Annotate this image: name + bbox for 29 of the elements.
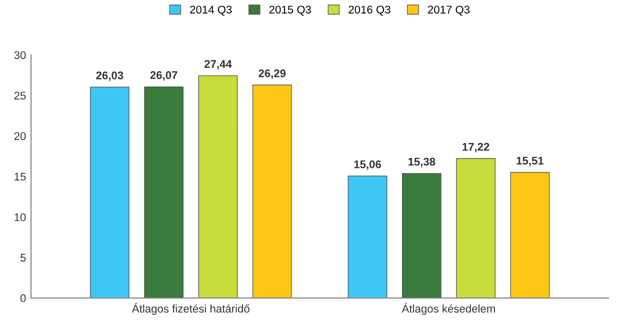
bar (456, 158, 496, 298)
legend-label: 2016 Q3 (348, 6, 390, 16)
y-tick-label: 30 (14, 51, 26, 60)
y-tick-label: 15 (14, 172, 26, 181)
x-tick-label: Átlagos fizetési határidő (132, 302, 250, 315)
legend-label: 2014 Q3 (190, 6, 232, 16)
bar (402, 173, 442, 298)
y-tick-label: 5 (20, 254, 26, 262)
legend-label: 2017 Q3 (428, 6, 470, 16)
bar (510, 172, 550, 298)
x-tick-label: Átlagos késedelem (402, 302, 495, 315)
data-label: 15,38 (408, 158, 436, 168)
y-tick-label: 25 (14, 92, 26, 100)
data-label: 27,44 (204, 60, 232, 70)
data-label: 26,07 (150, 71, 178, 81)
bar (144, 86, 184, 298)
data-label: 17,22 (462, 142, 490, 152)
bar (90, 86, 130, 298)
data-label: 26,03 (96, 71, 124, 81)
y-tick-label: 20 (14, 132, 26, 140)
y-tick-label: 0 (20, 294, 26, 302)
bar (252, 84, 292, 298)
bar (198, 75, 238, 298)
legend-label: 2015 Q3 (269, 6, 311, 16)
y-tick-label: 10 (14, 213, 26, 222)
bar (348, 176, 388, 298)
data-label: 15,51 (516, 156, 544, 166)
data-label: 26,29 (258, 69, 286, 79)
data-label: 15,06 (354, 160, 382, 170)
